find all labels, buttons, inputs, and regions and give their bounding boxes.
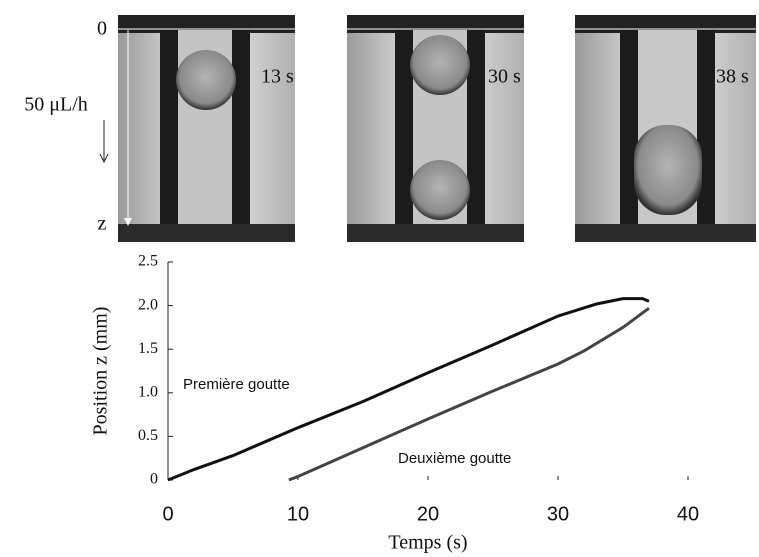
y-tick-label: 0.5	[138, 427, 158, 444]
y-tick-label: 1.0	[138, 383, 158, 400]
time-label: 38 s	[716, 66, 749, 88]
time-label: 13 s	[261, 66, 294, 88]
y-tick-label: 2.0	[138, 296, 158, 313]
flow-arrow	[99, 153, 109, 164]
photo-panel	[575, 15, 756, 242]
time-label: 30 s	[488, 66, 521, 88]
data-line	[167, 297, 650, 482]
y-axis-label: Position z (mm)	[90, 307, 112, 436]
x-axis-label: Temps (s)	[388, 532, 467, 554]
series-label: Deuxième goutte	[398, 450, 511, 467]
y-tick-label: 0	[150, 471, 158, 488]
x-tick-label: 40	[677, 503, 699, 525]
x-tick-label: 30	[547, 503, 569, 525]
data-line	[288, 307, 650, 482]
series-label: Première goutte	[183, 376, 290, 393]
photo-panel	[347, 15, 524, 242]
y-tick-label: 2.5	[138, 253, 158, 270]
x-tick-label: 20	[417, 503, 439, 525]
flow-label: 50 μL/h	[24, 94, 88, 116]
position-label: 0	[97, 18, 107, 40]
photo-panel	[118, 15, 295, 242]
y-tick-label: 1.5	[138, 340, 158, 357]
x-tick-label: 0	[162, 503, 173, 525]
x-tick-label: 10	[287, 503, 309, 525]
position-label: z	[98, 213, 107, 235]
